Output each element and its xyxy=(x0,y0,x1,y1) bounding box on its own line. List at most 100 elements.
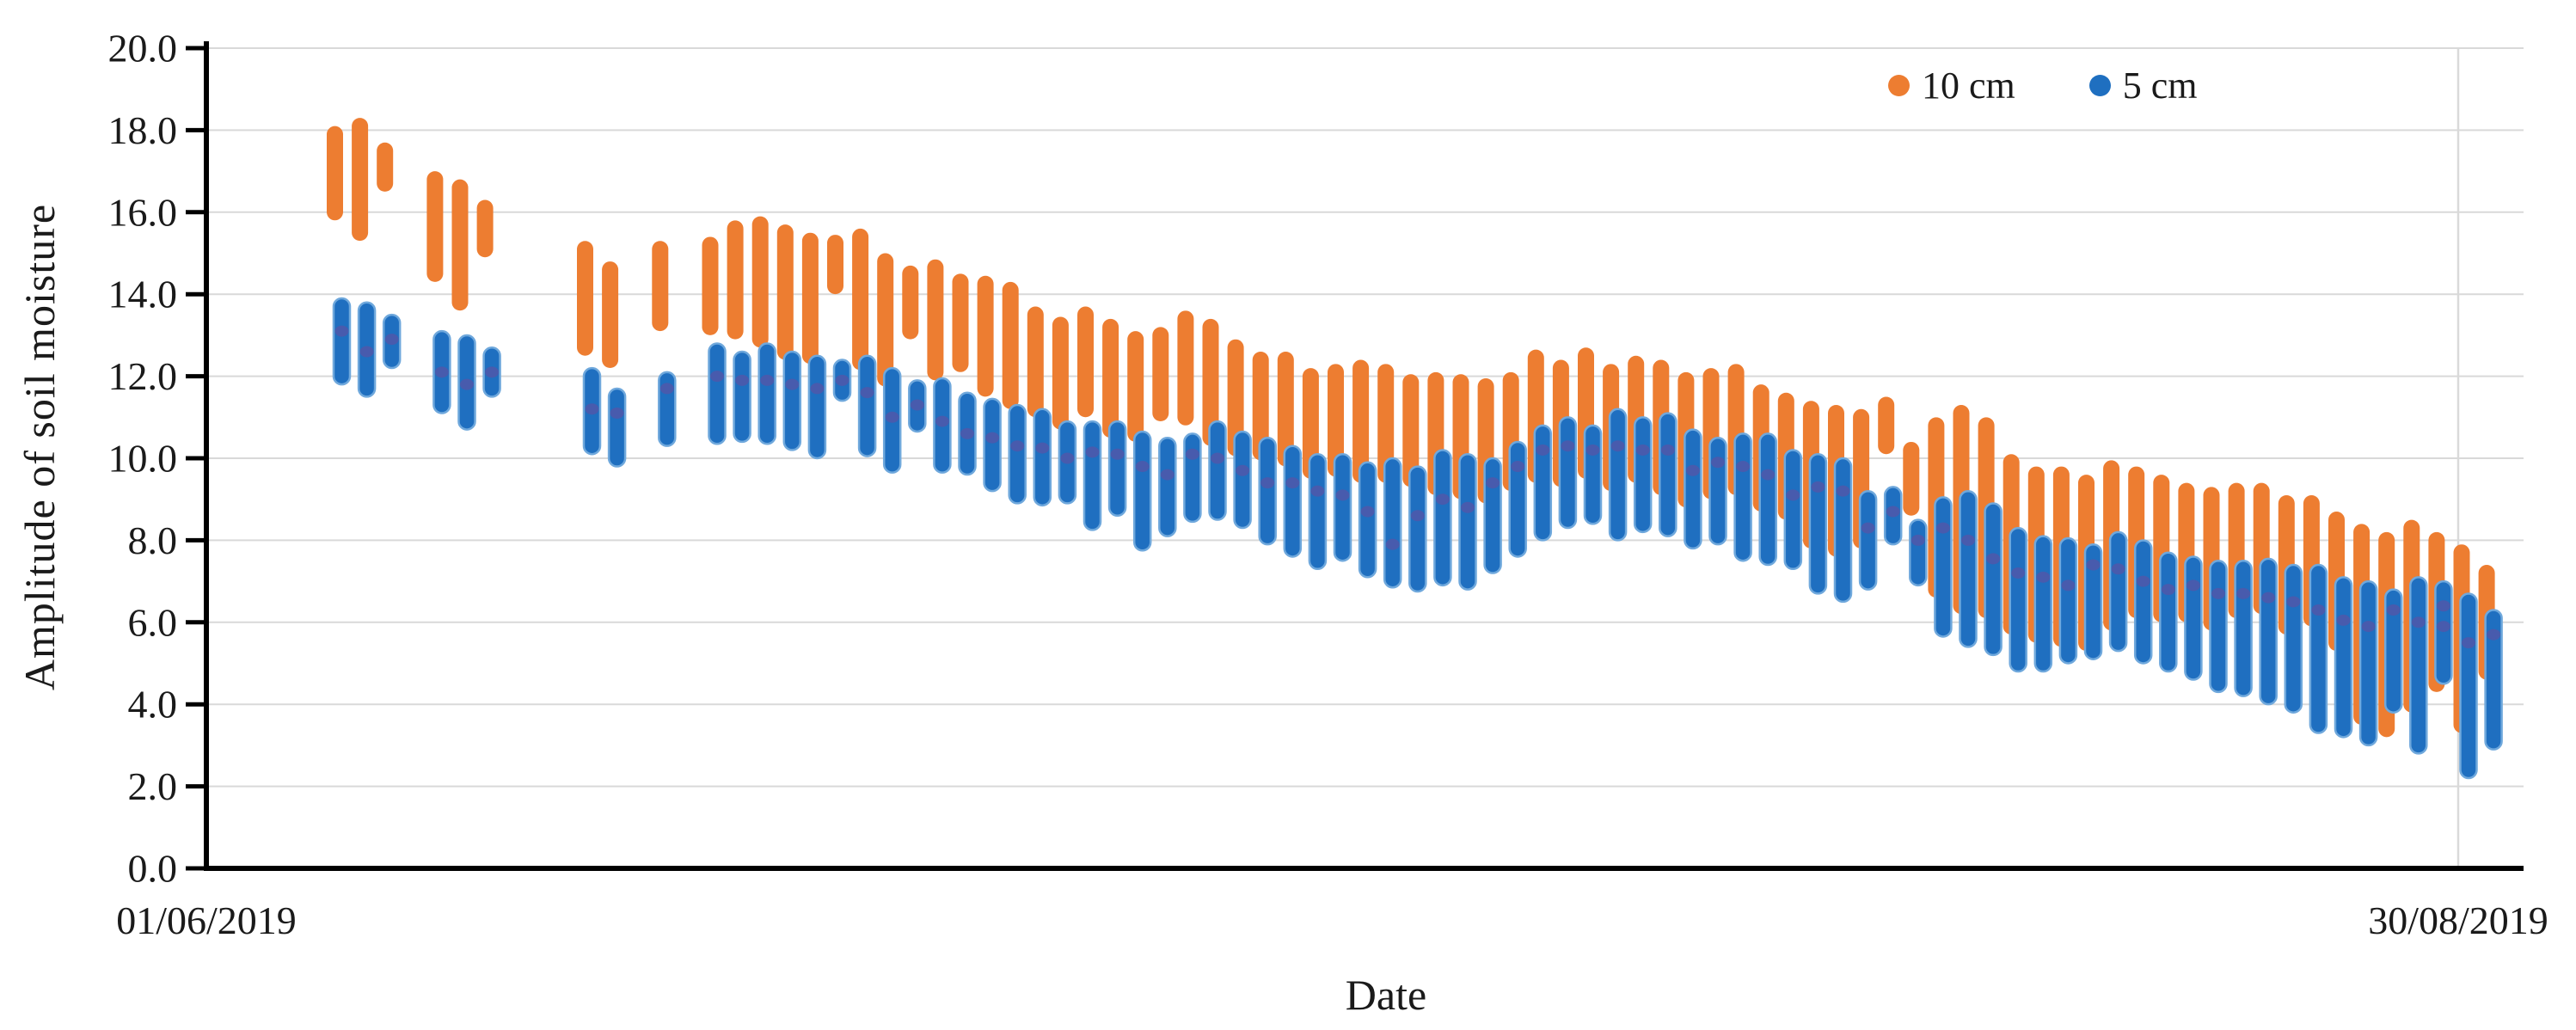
cluster-5cm xyxy=(1408,465,1427,593)
cluster-5cm-core-dot xyxy=(985,432,1000,444)
cluster-5cm xyxy=(1684,428,1702,550)
cluster-10cm xyxy=(426,171,444,282)
cluster-5cm xyxy=(1158,436,1177,537)
cluster-10cm xyxy=(827,235,843,295)
cluster-5cm-core-dot xyxy=(659,383,674,395)
cluster-10cm xyxy=(1352,359,1370,483)
cluster-5cm xyxy=(2184,555,2203,681)
cluster-5cm xyxy=(1283,444,1303,558)
legend-item-10cm: 10 cm xyxy=(1888,64,2015,107)
cluster-5cm xyxy=(733,350,751,444)
cluster-5cm xyxy=(2234,560,2253,697)
cluster-10cm xyxy=(652,241,669,332)
cluster-5cm xyxy=(1984,502,2003,657)
cluster-5cm-core-dot xyxy=(2261,592,2276,604)
legend-marker-5cm-icon xyxy=(2088,74,2111,96)
cluster-5cm-core-dot xyxy=(2436,600,2450,612)
cluster-5cm-core-dot xyxy=(2086,559,2101,571)
cluster-5cm-core-dot xyxy=(1886,506,1900,518)
cluster-5cm-core-dot xyxy=(1335,489,1350,501)
cluster-5cm xyxy=(1808,453,1828,595)
y-tick-label: 10.0 xyxy=(108,437,178,481)
cluster-5cm-core-dot xyxy=(1010,440,1025,452)
cluster-10cm xyxy=(1052,316,1069,430)
cluster-5cm-core-dot xyxy=(1585,444,1600,456)
cluster-5cm-core-dot xyxy=(2386,604,2401,616)
cluster-5cm xyxy=(1233,430,1252,530)
cluster-10cm xyxy=(476,199,494,258)
cluster-5cm-core-dot xyxy=(710,371,724,383)
cluster-5cm xyxy=(2459,592,2478,780)
cluster-5cm xyxy=(1458,453,1477,591)
cluster-5cm xyxy=(2309,563,2328,734)
cluster-5cm xyxy=(607,387,627,468)
cluster-5cm-core-dot xyxy=(1635,444,1650,456)
cluster-10cm xyxy=(751,216,769,348)
cluster-5cm xyxy=(1833,457,1853,604)
x-tick-label-end: 30/08/2019 xyxy=(2368,898,2548,942)
cluster-10cm xyxy=(1903,441,1920,516)
cluster-10cm xyxy=(1027,306,1044,418)
cluster-10cm xyxy=(702,236,719,335)
cluster-5cm-core-dot xyxy=(1861,522,1875,534)
cluster-10cm xyxy=(1202,318,1219,446)
cluster-5cm-core-dot xyxy=(2036,571,2051,583)
cluster-5cm xyxy=(1583,424,1603,525)
cluster-5cm-core-dot xyxy=(1786,489,1800,501)
cluster-5cm-core-dot xyxy=(1385,538,1400,550)
cluster-5cm-core-dot xyxy=(910,399,924,411)
cluster-5cm-core-dot xyxy=(384,334,399,346)
x-axis-title: Date xyxy=(1345,971,1427,1019)
cluster-5cm xyxy=(1033,408,1052,507)
cluster-5cm xyxy=(708,342,727,445)
cluster-5cm xyxy=(2434,579,2453,685)
cluster-5cm xyxy=(1708,436,1727,546)
cluster-5cm xyxy=(1783,449,1803,570)
cluster-5cm xyxy=(2009,526,2027,673)
cluster-10cm xyxy=(1252,352,1269,461)
cluster-5cm xyxy=(1333,453,1352,562)
cluster-10cm xyxy=(1302,368,1319,479)
cluster-5cm-core-dot xyxy=(1285,477,1300,489)
cluster-5cm-core-dot xyxy=(1761,469,1776,481)
cluster-10cm xyxy=(577,241,593,356)
cluster-5cm xyxy=(782,350,802,451)
cluster-5cm xyxy=(1659,412,1677,537)
cluster-5cm-core-dot xyxy=(2286,596,2301,608)
cluster-10cm xyxy=(1878,396,1895,455)
cluster-5cm-core-dot xyxy=(1836,485,1850,497)
cluster-5cm-core-dot xyxy=(885,411,899,423)
cluster-5cm-core-dot xyxy=(1260,477,1275,489)
cluster-10cm xyxy=(1277,352,1294,467)
cluster-5cm xyxy=(2133,539,2153,665)
cluster-5cm xyxy=(2409,576,2428,755)
y-tick-label: 6.0 xyxy=(128,600,178,644)
cluster-5cm-core-dot xyxy=(1961,534,1975,546)
cluster-5cm xyxy=(2033,535,2053,673)
cluster-10cm xyxy=(1377,364,1395,483)
cluster-10cm xyxy=(352,118,369,242)
cluster-5cm-core-dot xyxy=(2436,621,2450,633)
cluster-5cm xyxy=(1183,432,1202,524)
cluster-10cm xyxy=(1127,331,1144,442)
cluster-10cm xyxy=(727,220,744,340)
cluster-10cm xyxy=(902,265,919,340)
cluster-5cm-core-dot xyxy=(2061,579,2076,592)
cluster-10cm xyxy=(451,179,469,311)
y-tick-label: 18.0 xyxy=(108,108,178,152)
cluster-5cm xyxy=(2159,551,2178,673)
cluster-10cm xyxy=(1077,306,1094,418)
cluster-10cm xyxy=(1152,327,1169,422)
y-tick-label: 8.0 xyxy=(128,518,178,562)
cluster-5cm-core-dot xyxy=(2136,575,2150,587)
cluster-5cm-core-dot xyxy=(810,383,825,395)
cluster-5cm-core-dot xyxy=(1736,461,1751,473)
cluster-5cm xyxy=(2358,579,2378,747)
cluster-5cm xyxy=(1083,420,1102,531)
cluster-10cm xyxy=(602,261,619,369)
cluster-10cm xyxy=(927,259,944,381)
cluster-5cm-core-dot xyxy=(1986,553,2001,565)
cluster-5cm-core-dot xyxy=(1135,461,1150,473)
cluster-5cm xyxy=(1208,420,1227,521)
